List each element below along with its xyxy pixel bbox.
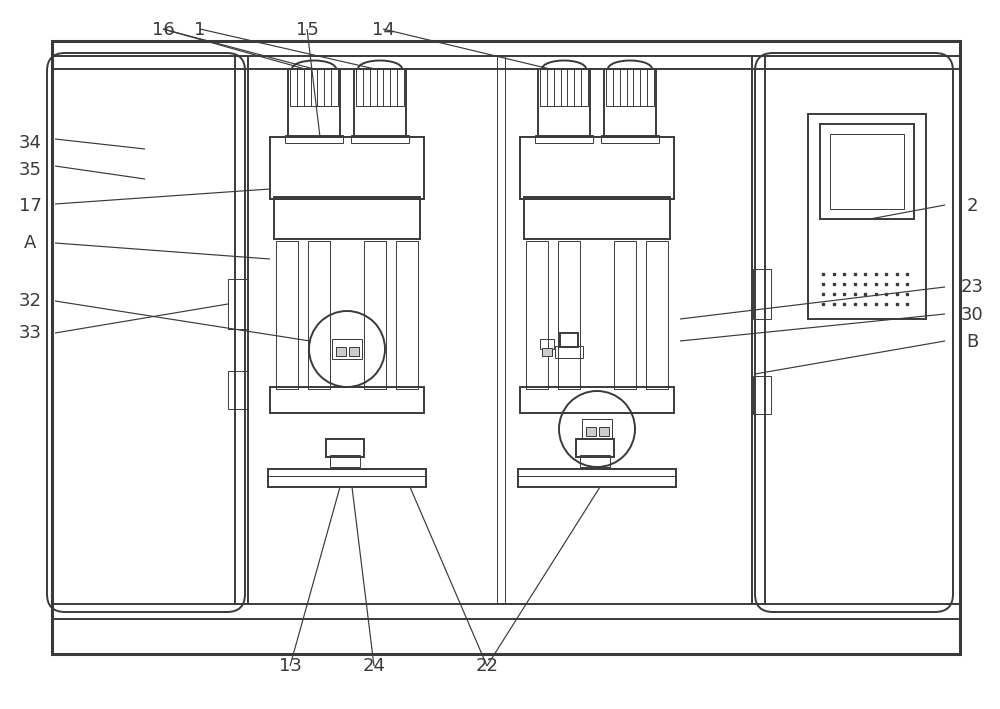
Bar [268,469,426,487]
Bar [336,347,346,356]
Bar [285,135,343,143]
Bar [555,346,583,358]
Bar [330,455,360,467]
Bar [599,427,609,436]
Text: 2: 2 [966,196,978,215]
Bar [520,387,674,413]
Bar [274,197,420,239]
Bar [518,469,676,487]
Bar [228,279,248,329]
Bar [540,339,554,349]
Text: 33: 33 [18,324,42,342]
Bar [646,241,668,389]
Text: A: A [24,234,36,252]
Bar [582,419,612,439]
Bar [808,114,926,319]
Bar [606,69,654,106]
Text: 22: 22 [476,657,498,676]
Bar [396,241,418,389]
Bar [228,371,248,409]
Bar [558,241,580,389]
Bar [604,69,656,137]
Text: 13: 13 [279,657,301,676]
Bar [326,439,364,457]
Bar [351,135,409,143]
Bar [526,241,548,389]
Bar [540,69,588,106]
Bar [308,241,330,389]
Bar [356,69,404,106]
Bar [270,137,424,199]
Text: 15: 15 [296,21,318,39]
Bar [364,241,386,389]
Bar [290,69,338,106]
Bar [753,376,771,414]
Bar [576,439,614,457]
Text: 30: 30 [961,306,983,324]
Bar [276,241,298,389]
Text: 17: 17 [19,196,41,215]
Text: 34: 34 [18,134,42,152]
Bar [820,124,914,219]
Bar [270,387,424,413]
Text: 1: 1 [194,21,206,39]
Bar [601,135,659,143]
Bar [560,333,578,347]
Text: 14: 14 [372,21,394,39]
Bar [288,69,340,137]
Text: 16: 16 [152,21,174,39]
Bar [524,197,670,239]
Text: 32: 32 [18,292,42,311]
Bar [332,339,362,359]
Bar [535,135,593,143]
Bar [753,269,771,319]
Text: 24: 24 [362,657,386,676]
Bar [614,241,636,389]
Bar [580,455,610,467]
Bar [349,347,359,356]
Bar [830,134,904,209]
Bar [520,137,674,199]
Bar [354,69,406,137]
Bar [52,41,960,654]
Bar [586,427,596,436]
Bar [538,69,590,137]
Text: B: B [966,333,978,352]
Text: 23: 23 [960,278,984,296]
Text: 35: 35 [18,161,42,179]
Bar [542,348,552,356]
